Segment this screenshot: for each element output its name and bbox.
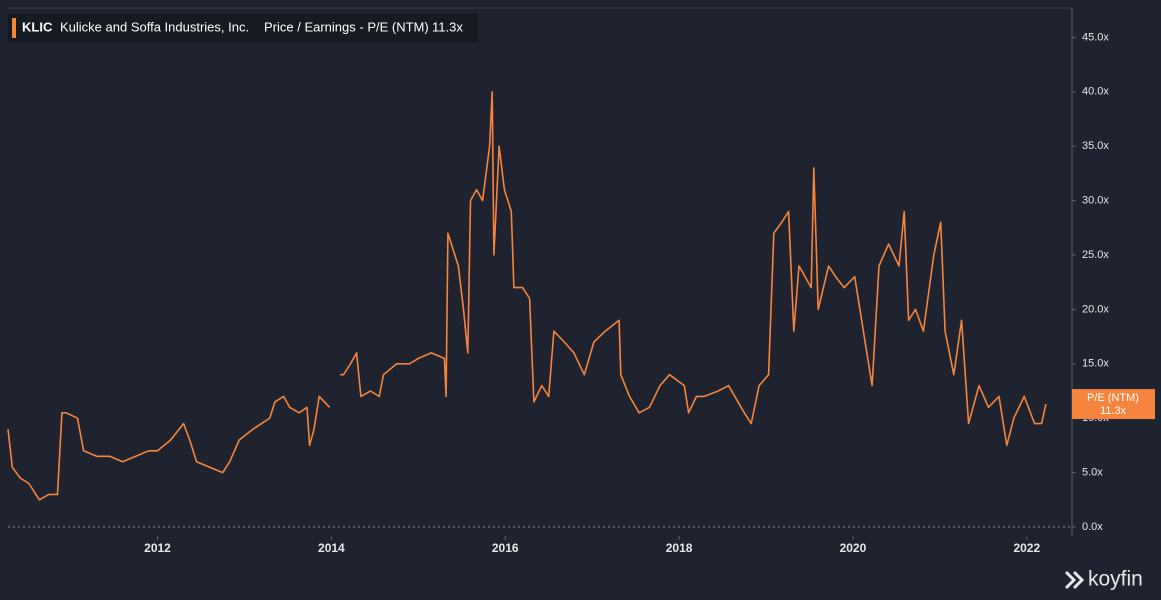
badge-name: P/E (NTM) [1087, 392, 1139, 404]
y-tick-label: 40.0x [1082, 86, 1109, 98]
y-tick-label: 15.0x [1082, 358, 1109, 370]
company: Kulicke and Soffa Industries, Inc. [60, 19, 249, 34]
plot-area [7, 91, 1047, 501]
last-value-badge [1072, 389, 1155, 420]
y-tick-label: 30.0x [1082, 194, 1109, 206]
x-tick-label: 2022 [1013, 541, 1040, 555]
y-tick-label: 45.0x [1082, 31, 1109, 43]
line [7, 91, 1047, 501]
header-swatch [12, 18, 16, 38]
x-tick-label: 2012 [144, 541, 171, 555]
x-tick-label: 2018 [666, 541, 693, 555]
y-tick-label: 0.0x [1082, 521, 1103, 533]
y-tick-label: 20.0x [1082, 303, 1109, 315]
logo-icon [1064, 570, 1085, 590]
x-tick-label: 2020 [840, 541, 867, 555]
x-tick-label: 2014 [318, 541, 345, 555]
y-tick-label: 35.0x [1082, 140, 1109, 152]
logo-text: koyfin [1088, 568, 1143, 591]
current-value: 11.3x [432, 19, 463, 34]
logo: koyfin [1064, 568, 1143, 591]
header-box [8, 14, 478, 42]
metric: Price / Earnings - P/E (NTM) [264, 19, 429, 34]
y-tick-label: 25.0x [1082, 249, 1109, 261]
ticker: KLIC [22, 19, 53, 34]
badge-value: 11.3x [1100, 405, 1127, 417]
y-tick-label: 5.0x [1082, 467, 1103, 479]
x-tick-label: 2016 [492, 541, 519, 555]
